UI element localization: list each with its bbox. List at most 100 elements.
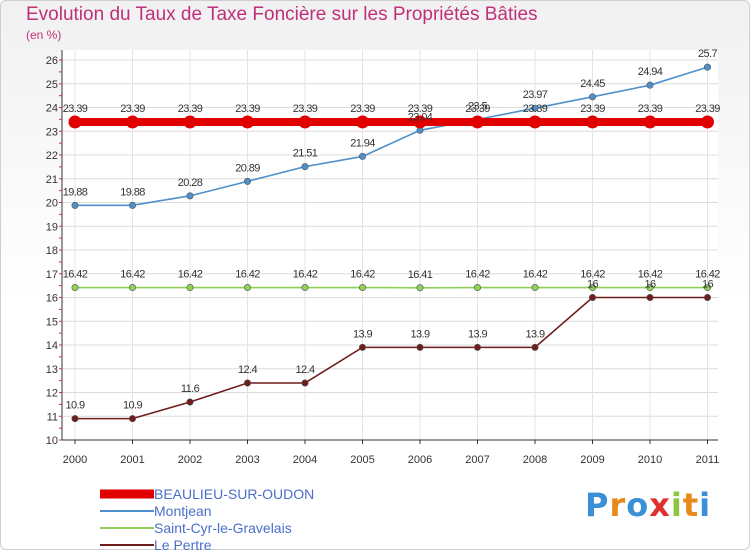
y-tick-label: 11 xyxy=(47,411,58,423)
data-label: 21.94 xyxy=(350,137,375,149)
x-tick-label: 2009 xyxy=(580,454,604,466)
y-tick-label: 19 xyxy=(46,221,58,233)
data-point xyxy=(129,202,135,208)
legend: BEAULIEU-SUR-OUDON Montjean Saint-Cyr-le… xyxy=(100,485,314,553)
data-label: 23.39 xyxy=(235,103,260,115)
data-label: 13.9 xyxy=(353,328,372,340)
data-point xyxy=(586,115,599,128)
plot-area xyxy=(62,50,718,440)
y-tick-label: 10 xyxy=(46,435,58,447)
x-tick-label: 2001 xyxy=(120,454,144,466)
data-label: 16.42 xyxy=(120,269,145,281)
data-label: 16.42 xyxy=(523,269,548,281)
data-point xyxy=(302,163,308,169)
x-tick-label: 2003 xyxy=(235,454,259,466)
data-label: 23.39 xyxy=(120,103,145,115)
data-point xyxy=(704,294,710,300)
data-point xyxy=(72,284,78,290)
legend-item-beaulieu: BEAULIEU-SUR-OUDON xyxy=(100,485,314,502)
data-point xyxy=(589,94,595,100)
data-point xyxy=(532,344,538,350)
data-point xyxy=(532,284,538,290)
data-point xyxy=(72,415,78,421)
proxiti-logo: Proxiti xyxy=(585,486,711,524)
data-label: 16.42 xyxy=(178,269,203,281)
data-point xyxy=(302,380,308,386)
data-label: 16 xyxy=(644,279,656,291)
legend-item-montjean: Montjean xyxy=(100,502,314,519)
data-point xyxy=(474,284,480,290)
data-point xyxy=(129,284,135,290)
x-tick-label: 2004 xyxy=(293,454,317,466)
legend-label-beaulieu: BEAULIEU-SUR-OUDON xyxy=(154,486,314,502)
data-label: 24.45 xyxy=(580,78,605,90)
logo-letter: x xyxy=(649,486,671,524)
data-label: 23.39 xyxy=(293,103,318,115)
data-point xyxy=(589,294,595,300)
data-label: 10.9 xyxy=(65,400,84,412)
x-tick-label: 2002 xyxy=(178,454,202,466)
data-label: 16.42 xyxy=(350,269,375,281)
data-point xyxy=(244,284,250,290)
data-label: 16.42 xyxy=(235,269,260,281)
x-tick-label: 2010 xyxy=(638,454,662,466)
x-tick-label: 2006 xyxy=(408,454,432,466)
data-point xyxy=(647,294,653,300)
data-point xyxy=(244,178,250,184)
data-point xyxy=(474,344,480,350)
data-label: 23.5 xyxy=(468,100,487,112)
data-label: 23.39 xyxy=(350,103,375,115)
data-point xyxy=(187,399,193,405)
legend-swatch-beaulieu xyxy=(100,488,154,500)
data-point xyxy=(701,115,714,128)
logo-letter: o xyxy=(626,486,649,524)
data-point xyxy=(187,284,193,290)
data-label: 11.6 xyxy=(181,383,200,395)
data-label: 12.4 xyxy=(295,364,314,376)
data-label: 23.39 xyxy=(695,103,720,115)
data-label: 25.7 xyxy=(698,48,717,60)
y-tick-label: 13 xyxy=(46,364,58,376)
data-label: 12.4 xyxy=(238,364,257,376)
data-label: 20.89 xyxy=(235,162,260,174)
data-point xyxy=(359,344,365,350)
data-point xyxy=(244,380,250,386)
legend-swatch-saint-cyr xyxy=(100,522,154,534)
data-label: 23.39 xyxy=(638,103,663,115)
data-label: 19.88 xyxy=(120,186,145,198)
data-label: 16 xyxy=(702,279,714,291)
data-label: 23.97 xyxy=(523,89,548,101)
data-point xyxy=(647,82,653,88)
x-tick-label: 2007 xyxy=(465,454,489,466)
data-label: 20.28 xyxy=(178,177,203,189)
y-tick-label: 26 xyxy=(46,55,58,67)
data-point xyxy=(644,115,657,128)
legend-label-saint-cyr: Saint-Cyr-le-Gravelais xyxy=(154,520,292,536)
legend-label-montjean: Montjean xyxy=(154,503,212,519)
data-label: 23.04 xyxy=(408,111,433,123)
data-point xyxy=(187,193,193,199)
legend-swatch-montjean xyxy=(100,505,154,517)
y-tick-label: 20 xyxy=(46,198,58,210)
data-label: 21.51 xyxy=(293,148,318,160)
data-label: 16.42 xyxy=(293,269,318,281)
y-tick-label: 22 xyxy=(46,150,58,162)
legend-label-le-pertre: Le Pertre xyxy=(154,537,212,553)
data-label: 19.88 xyxy=(63,186,88,198)
data-point xyxy=(299,115,312,128)
data-label: 16.41 xyxy=(408,269,433,281)
data-label: 13.9 xyxy=(410,328,429,340)
data-point xyxy=(356,115,369,128)
data-point xyxy=(359,153,365,159)
data-point xyxy=(704,64,710,70)
data-point xyxy=(129,415,135,421)
data-label: 13.9 xyxy=(525,328,544,340)
data-point xyxy=(359,284,365,290)
logo-letter: t xyxy=(683,486,699,524)
data-point xyxy=(417,285,423,291)
logo-letter: r xyxy=(609,486,626,524)
data-label: 16.42 xyxy=(63,269,88,281)
data-label: 24.94 xyxy=(638,66,663,78)
data-label: 10.9 xyxy=(123,400,142,412)
